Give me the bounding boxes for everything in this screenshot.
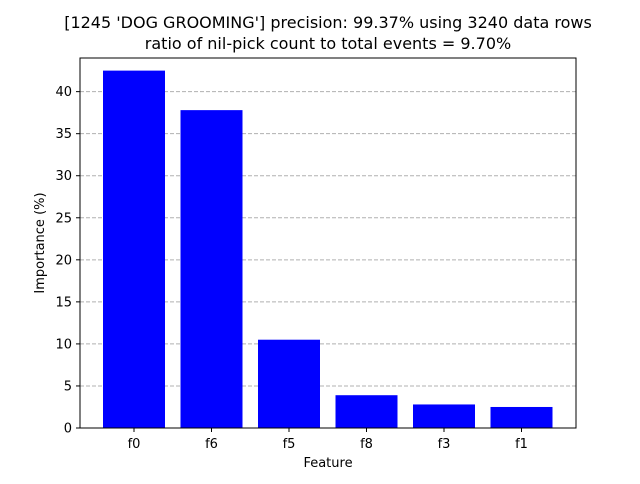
y-tick-label: 35 xyxy=(55,127,72,142)
y-tick-label: 30 xyxy=(55,169,72,184)
x-tick-label: f0 xyxy=(128,437,141,452)
y-tick-label: 5 xyxy=(64,379,72,394)
y-tick-label: 40 xyxy=(55,85,72,100)
x-axis-label: Feature xyxy=(303,456,352,471)
x-tick-label: f3 xyxy=(438,437,451,452)
bar-f8 xyxy=(335,395,398,428)
y-tick-label: 25 xyxy=(55,211,72,226)
bar-f0 xyxy=(103,70,165,428)
y-axis-label: Importance (%) xyxy=(33,192,48,293)
bar-f1 xyxy=(490,406,553,428)
x-tick-label: f6 xyxy=(205,437,218,452)
bar-f6 xyxy=(180,110,243,429)
chart-subtitle: ratio of nil-pick count to total events … xyxy=(145,34,511,53)
grid-lines xyxy=(80,91,576,387)
y-tick-label: 0 xyxy=(64,422,72,437)
x-tick-label: f5 xyxy=(283,437,296,452)
chart-title: [1245 'DOG GROOMING'] precision: 99.37% … xyxy=(64,13,592,32)
y-tick-label: 15 xyxy=(55,295,72,310)
plot-frame xyxy=(79,57,577,429)
y-axis-ticks: 0 5 10 15 20 25 30 35 40 xyxy=(55,85,80,437)
y-tick-label: 20 xyxy=(55,253,72,268)
bar-f3 xyxy=(413,404,475,428)
x-tick-label: f8 xyxy=(360,437,373,452)
y-tick-label: 10 xyxy=(55,337,72,352)
bars xyxy=(103,70,553,429)
x-axis-ticks: f0 f6 f5 f8 f3 f1 xyxy=(128,428,528,452)
x-tick-label: f1 xyxy=(515,437,528,452)
bar-f5 xyxy=(258,339,320,428)
